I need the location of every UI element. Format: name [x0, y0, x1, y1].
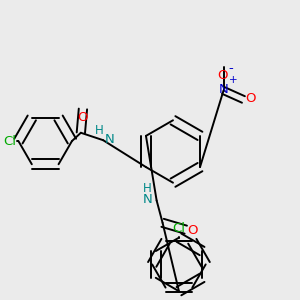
Text: N: N	[219, 83, 228, 97]
Text: O: O	[78, 111, 88, 124]
Text: H: H	[143, 182, 152, 195]
Text: O: O	[217, 69, 228, 82]
Text: O: O	[188, 224, 198, 237]
Text: -: -	[229, 62, 234, 75]
Text: Cl: Cl	[3, 135, 16, 148]
Text: N: N	[142, 193, 152, 206]
Text: O: O	[245, 92, 256, 105]
Text: Cl: Cl	[172, 222, 185, 235]
Text: H: H	[94, 124, 103, 136]
Text: +: +	[229, 75, 238, 85]
Text: N: N	[104, 133, 114, 146]
